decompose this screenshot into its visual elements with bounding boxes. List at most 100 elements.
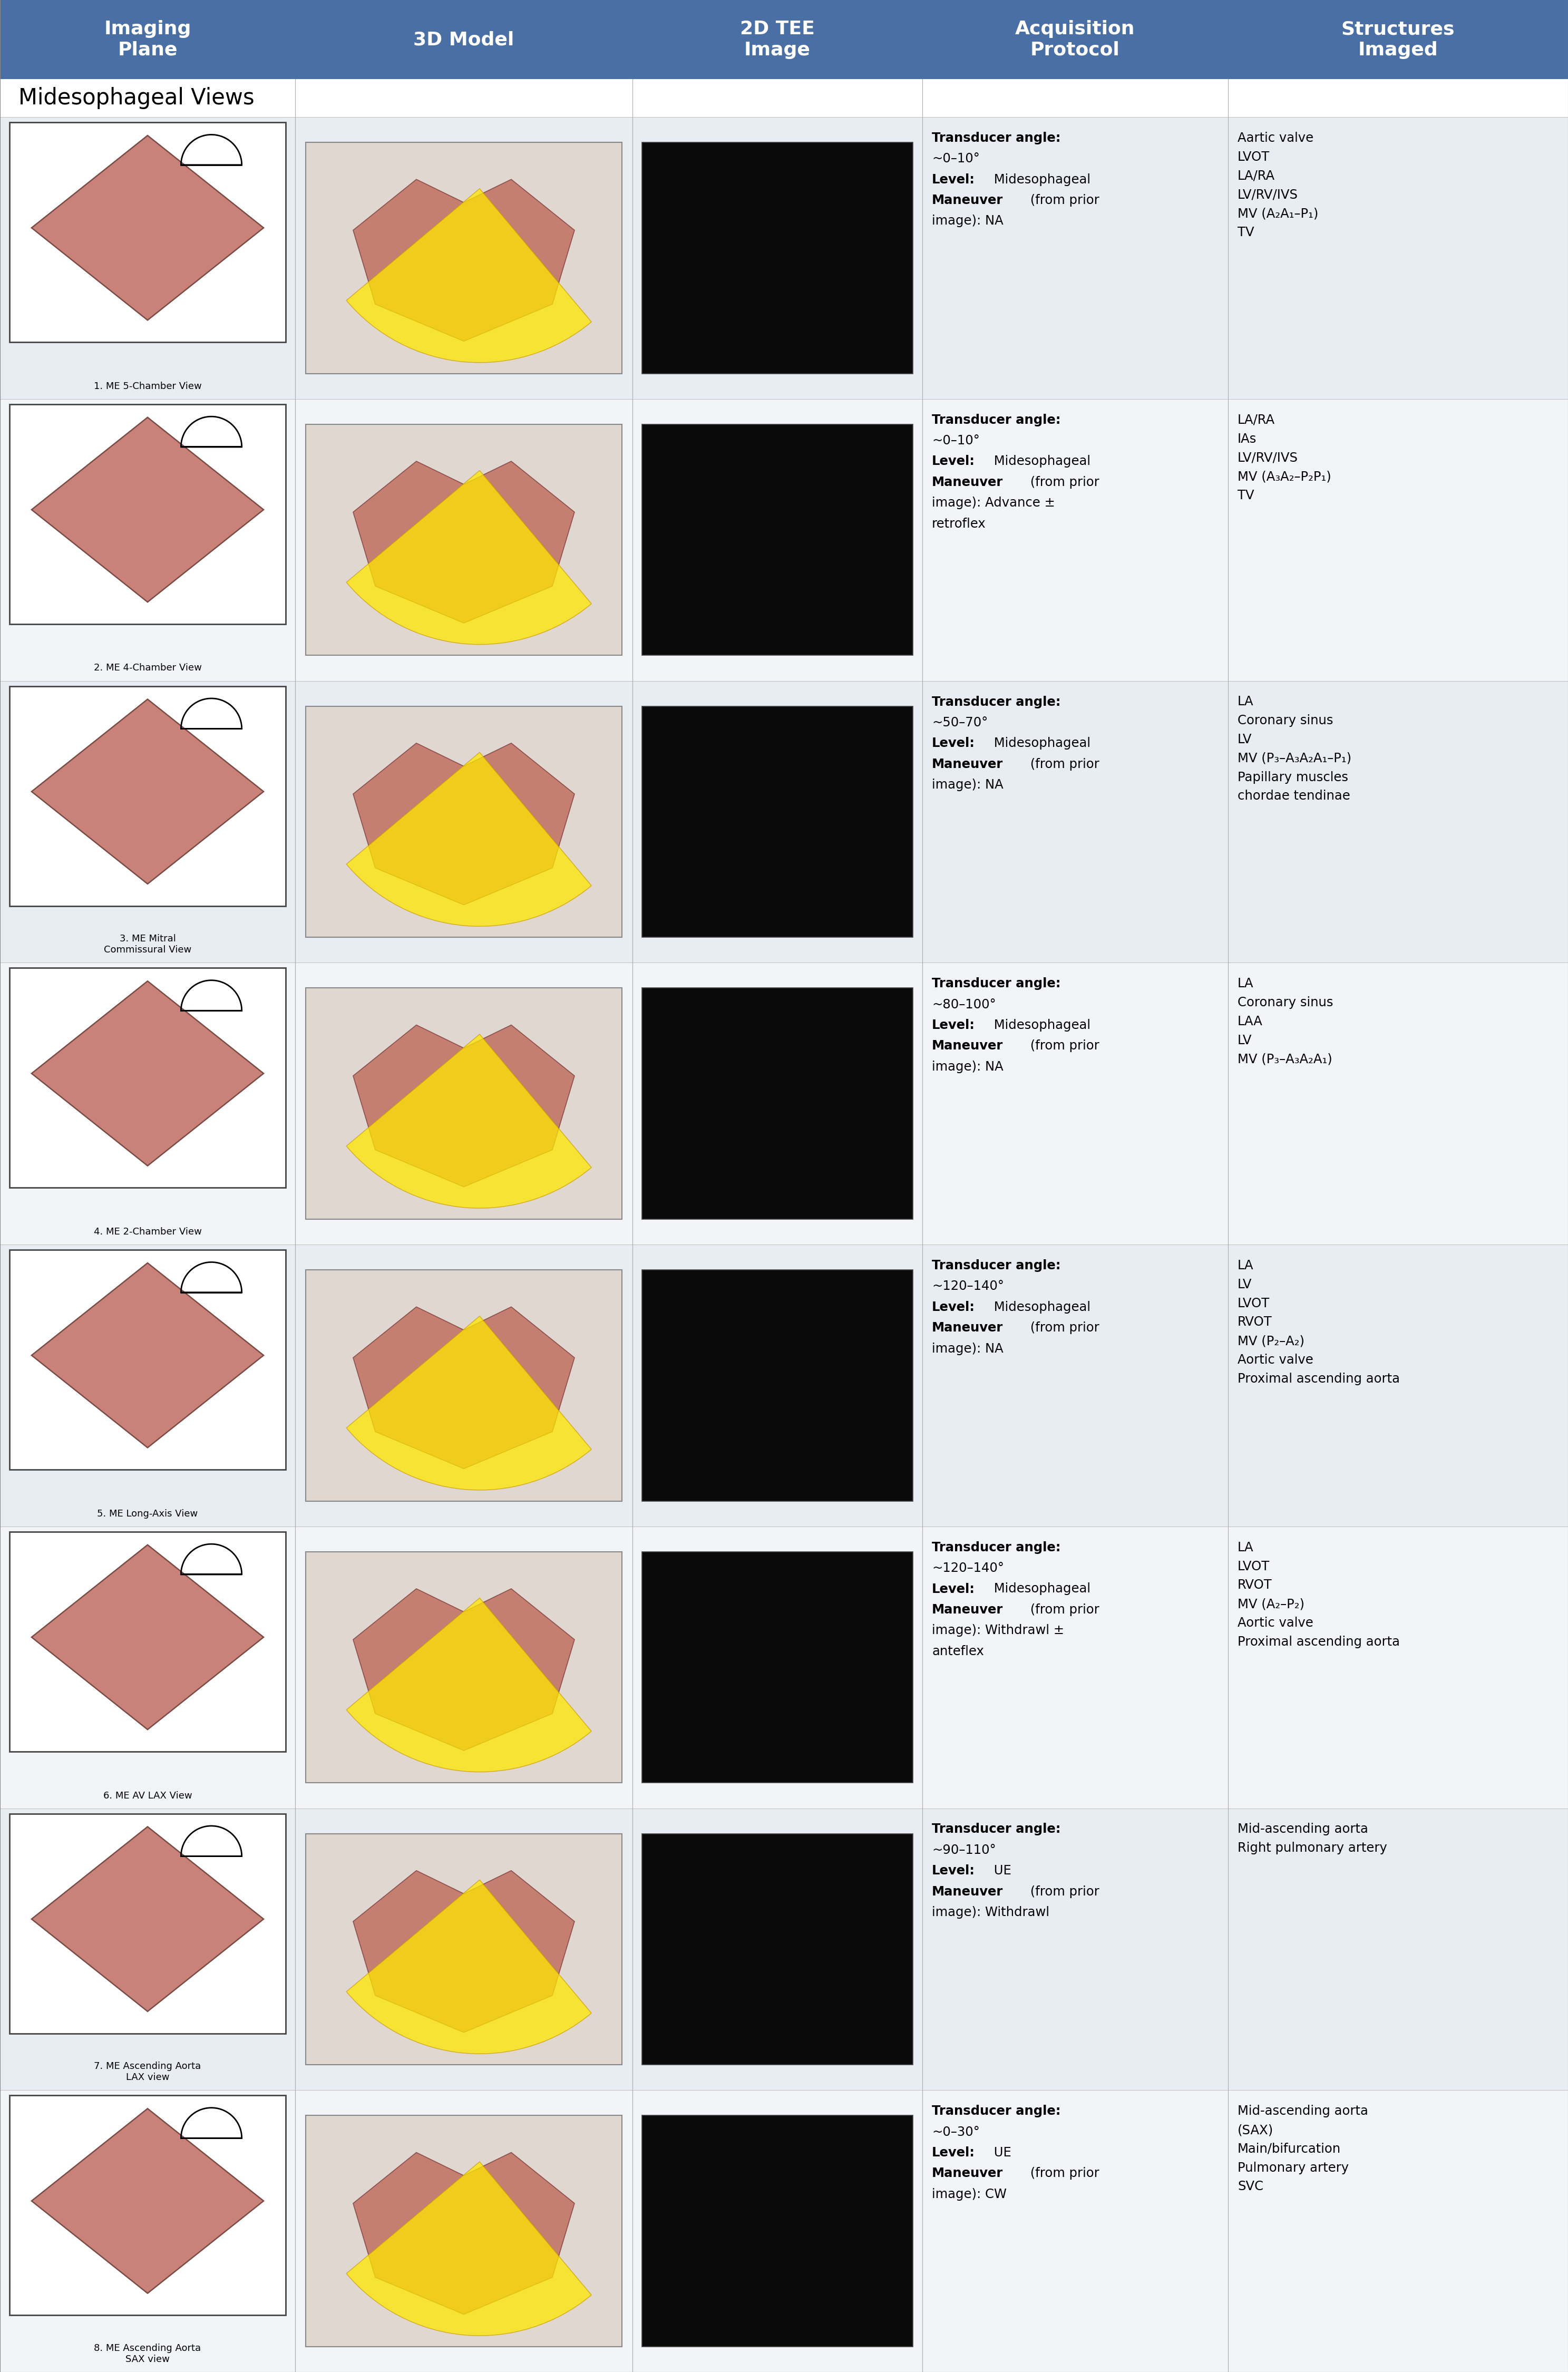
Bar xyxy=(9,1815,285,2033)
Polygon shape xyxy=(353,2151,574,2315)
Text: Midesophageal: Midesophageal xyxy=(989,738,1090,750)
Text: ~0–30°: ~0–30° xyxy=(931,2125,980,2137)
Bar xyxy=(641,1551,913,1784)
Text: Maneuver: Maneuver xyxy=(931,2168,1004,2180)
Text: LA
LV
LVOT
RVOT
MV (P₂–A₂)
Aortic valve
Proximal ascending aorta: LA LV LVOT RVOT MV (P₂–A₂) Aortic valve … xyxy=(1237,1260,1400,1385)
Bar xyxy=(9,1532,285,1751)
Text: Level:: Level: xyxy=(931,1020,975,1032)
Bar xyxy=(306,2116,622,2346)
Wedge shape xyxy=(347,752,591,927)
Text: image): Withdrawl ±: image): Withdrawl ± xyxy=(931,1625,1065,1637)
Bar xyxy=(0,2090,1568,2372)
Bar xyxy=(0,78,1568,116)
Text: (from prior: (from prior xyxy=(1025,1603,1099,1615)
Bar xyxy=(0,398,1568,681)
Polygon shape xyxy=(31,982,263,1165)
Bar xyxy=(641,1834,913,2064)
Text: Transducer angle:: Transducer angle: xyxy=(931,1824,1060,1836)
Text: 6. ME AV LAX View: 6. ME AV LAX View xyxy=(103,1791,191,1800)
Text: Acquisition
Protocol: Acquisition Protocol xyxy=(1014,21,1135,59)
Bar xyxy=(0,1807,1568,2090)
Bar xyxy=(641,989,913,1219)
Text: Transducer angle:: Transducer angle: xyxy=(931,1542,1060,1554)
Text: 3D Model: 3D Model xyxy=(414,31,514,47)
Text: Level:: Level: xyxy=(931,173,975,185)
Text: LA
Coronary sinus
LAA
LV
MV (P₃–A₃A₂A₁): LA Coronary sinus LAA LV MV (P₃–A₃A₂A₁) xyxy=(1237,977,1333,1065)
Polygon shape xyxy=(31,1826,263,2011)
Text: retroflex: retroflex xyxy=(931,517,986,529)
Text: image): NA: image): NA xyxy=(931,216,1004,228)
Text: ~80–100°: ~80–100° xyxy=(931,999,996,1010)
Bar xyxy=(641,707,913,937)
Text: (from prior: (from prior xyxy=(1025,195,1099,206)
Text: (from prior: (from prior xyxy=(1025,1321,1099,1333)
Text: 2. ME 4-Chamber View: 2. ME 4-Chamber View xyxy=(94,664,202,674)
Text: image): NA: image): NA xyxy=(931,778,1004,792)
Text: (from prior: (from prior xyxy=(1025,1886,1099,1898)
Text: Level:: Level: xyxy=(931,2147,975,2159)
Text: image): CW: image): CW xyxy=(931,2187,1007,2201)
Bar xyxy=(641,425,913,655)
Text: image): NA: image): NA xyxy=(931,1060,1004,1072)
Bar xyxy=(306,707,622,937)
Text: Midesophageal: Midesophageal xyxy=(989,1020,1090,1032)
Text: Mid-ascending aorta
(SAX)
Main/bifurcation
Pulmonary artery
SVC: Mid-ascending aorta (SAX) Main/bifurcati… xyxy=(1237,2104,1369,2194)
Text: Level:: Level: xyxy=(931,455,975,467)
Bar xyxy=(306,1551,622,1784)
Text: UE: UE xyxy=(989,2147,1011,2159)
Wedge shape xyxy=(347,2161,591,2336)
Text: image): Advance ±: image): Advance ± xyxy=(931,496,1055,510)
Bar xyxy=(0,1528,1568,1807)
Wedge shape xyxy=(347,1881,591,2054)
Text: 4. ME 2-Chamber View: 4. ME 2-Chamber View xyxy=(94,1226,202,1236)
Wedge shape xyxy=(347,1599,591,1772)
Bar xyxy=(0,963,1568,1245)
Bar xyxy=(641,1269,913,1501)
Text: Imaging
Plane: Imaging Plane xyxy=(103,21,191,59)
Bar xyxy=(306,1834,622,2064)
Polygon shape xyxy=(353,460,574,624)
Text: Maneuver: Maneuver xyxy=(931,1603,1004,1615)
Polygon shape xyxy=(353,1589,574,1751)
Text: 7. ME Ascending Aorta
LAX view: 7. ME Ascending Aorta LAX view xyxy=(94,2061,201,2083)
Polygon shape xyxy=(31,700,263,885)
Bar xyxy=(306,142,622,372)
Text: LA/RA
IAs
LV/RV/IVS
MV (A₃A₂–P₂P₁)
TV: LA/RA IAs LV/RV/IVS MV (A₃A₂–P₂P₁) TV xyxy=(1237,413,1331,503)
Text: Maneuver: Maneuver xyxy=(931,1321,1004,1333)
Bar xyxy=(9,1250,285,1471)
Bar xyxy=(641,2116,913,2346)
Text: Level:: Level: xyxy=(931,1864,975,1876)
Polygon shape xyxy=(353,1025,574,1186)
Text: Transducer angle:: Transducer angle: xyxy=(931,2104,1060,2118)
Text: Midesophageal Views: Midesophageal Views xyxy=(19,88,254,109)
Polygon shape xyxy=(353,1872,574,2033)
Text: Maneuver: Maneuver xyxy=(931,195,1004,206)
Text: Transducer angle:: Transducer angle: xyxy=(931,977,1060,989)
Text: 5. ME Long-Axis View: 5. ME Long-Axis View xyxy=(97,1509,198,1518)
Bar xyxy=(9,968,285,1188)
Text: Maneuver: Maneuver xyxy=(931,1886,1004,1898)
Bar xyxy=(641,142,913,372)
Bar xyxy=(0,0,1568,78)
Wedge shape xyxy=(347,470,591,645)
Polygon shape xyxy=(353,180,574,342)
Bar xyxy=(0,681,1568,963)
Bar xyxy=(0,1245,1568,1528)
Text: 1. ME 5-Chamber View: 1. ME 5-Chamber View xyxy=(94,382,202,391)
Text: Midesophageal: Midesophageal xyxy=(989,173,1090,185)
Bar xyxy=(9,123,285,342)
Text: image): Withdrawl: image): Withdrawl xyxy=(931,1907,1049,1919)
Text: Structures
Imaged: Structures Imaged xyxy=(1341,21,1455,59)
Polygon shape xyxy=(353,742,574,904)
Text: UE: UE xyxy=(989,1864,1011,1876)
Text: 2D TEE
Image: 2D TEE Image xyxy=(740,21,815,59)
Text: Level:: Level: xyxy=(931,1582,975,1596)
Text: 3. ME Mitral
Commissural View: 3. ME Mitral Commissural View xyxy=(103,935,191,954)
Polygon shape xyxy=(31,1544,263,1729)
Text: Midesophageal: Midesophageal xyxy=(989,1300,1090,1314)
Text: (from prior: (from prior xyxy=(1025,1039,1099,1053)
Text: Maneuver: Maneuver xyxy=(931,1039,1004,1053)
Wedge shape xyxy=(347,190,591,363)
Text: Transducer angle:: Transducer angle: xyxy=(931,413,1060,427)
Bar xyxy=(306,1269,622,1501)
